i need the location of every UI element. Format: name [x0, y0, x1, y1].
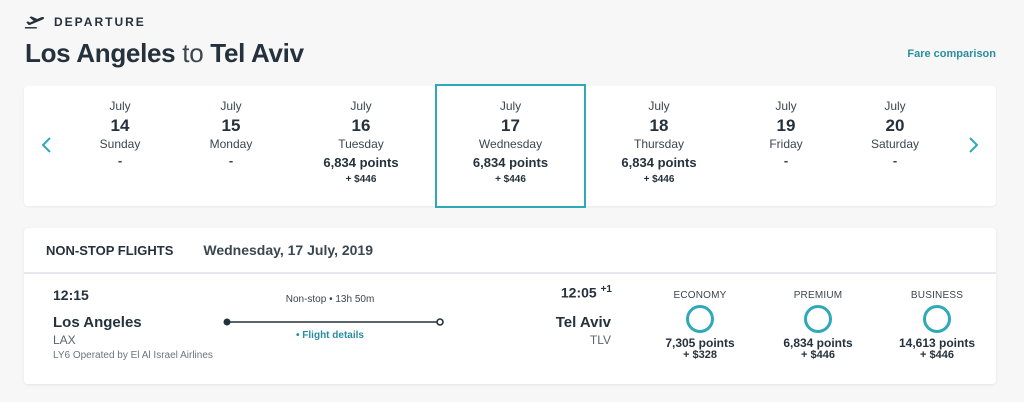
date-day: 15 [221, 116, 241, 135]
flight-details-link[interactable]: • Flight details [296, 330, 364, 341]
date-weekday: Friday [769, 137, 803, 151]
departure-time: 12:15 [53, 287, 89, 303]
date-points: 6,834 points [323, 155, 399, 170]
previous-dates-button[interactable] [40, 136, 54, 154]
arrival-time: 12:05 +1 [561, 284, 612, 301]
arrival-city: Tel Aviv [555, 314, 611, 331]
date-month: July [499, 99, 522, 113]
next-dates-button[interactable] [966, 136, 980, 154]
fare-option-economy[interactable]: ECONOMY 7,305 points + $328 [645, 290, 755, 361]
flight-row: 12:15 Los Angeles LAX LY6 Operated by El… [24, 274, 996, 384]
departure-airport-code: LAX [53, 333, 76, 347]
date-weekday: Monday [209, 137, 253, 151]
date-cash: + $446 [345, 174, 377, 185]
date-points: 6,834 points [621, 155, 697, 170]
arrival-airport-code: TLV [589, 333, 611, 347]
date-points: - [892, 153, 898, 168]
results-header: NON-STOP FLIGHTS Wednesday, 17 July, 201… [24, 228, 996, 274]
date-option-july-17-selected[interactable]: July 17 Wednesday 6,834 points + $446 [435, 84, 586, 208]
chevron-left-icon [41, 137, 51, 153]
fare-comparison-link[interactable]: Fare comparison [907, 48, 996, 60]
page-title: Los Angeles to Tel Aviv [25, 38, 304, 69]
fare-radio-button[interactable] [686, 305, 714, 333]
departure-city: Los Angeles [53, 314, 142, 331]
date-month: July [109, 99, 131, 113]
fare-class: ECONOMY [673, 290, 727, 301]
fare-points: 7,305 points [665, 336, 735, 350]
fare-option-premium[interactable]: PREMIUM 6,834 points + $446 [763, 290, 873, 361]
fare-radio-button[interactable] [923, 305, 951, 333]
date-points: - [228, 153, 234, 168]
date-month: July [775, 99, 797, 113]
date-day: 18 [649, 116, 669, 135]
fare-option-business[interactable]: BUSINESS 14,613 points + $446 [882, 290, 992, 361]
date-option-july-18[interactable]: July 18 Thursday 6,834 points + $446 [594, 86, 724, 206]
date-selector: July 14 Sunday - July 15 Monday - July 1… [24, 84, 996, 208]
date-month: July [884, 99, 906, 113]
chevron-right-icon [969, 137, 979, 153]
date-month: July [220, 99, 242, 113]
airplane-takeoff-icon [24, 16, 45, 29]
date-month: July [350, 99, 372, 113]
date-weekday: Saturday [870, 137, 920, 151]
departure-label-text: DEPARTURE [54, 15, 146, 29]
date-option-july-16[interactable]: July 16 Tuesday 6,834 points + $446 [296, 86, 426, 206]
fare-class: BUSINESS [910, 290, 964, 301]
date-cash: + $446 [643, 174, 675, 185]
destination-city: Tel Aviv [210, 38, 304, 68]
date-option-july-15[interactable]: July 15 Monday - [181, 86, 281, 206]
arrival-day-offset: +1 [600, 284, 612, 295]
results-date: Wednesday, 17 July, 2019 [203, 242, 374, 258]
fare-points: 6,834 points [783, 336, 853, 350]
date-weekday: Tuesday [338, 137, 384, 151]
fare-points: 14,613 points [898, 336, 976, 350]
date-weekday: Sunday [99, 137, 141, 151]
date-day: 16 [351, 116, 371, 135]
date-weekday: Wednesday [478, 137, 543, 151]
date-day: 17 [501, 116, 520, 135]
flight-duration: Non-stop • 13h 50m [285, 294, 375, 305]
date-points: 6,834 points [472, 155, 549, 170]
fare-class: PREMIUM [793, 290, 843, 301]
date-option-july-20[interactable]: July 20 Saturday - [845, 86, 945, 206]
origin-city: Los Angeles [25, 38, 176, 68]
date-points: - [783, 153, 789, 168]
fare-cash: + $328 [683, 349, 717, 361]
date-day: 19 [776, 116, 796, 135]
date-points: - [117, 153, 123, 168]
date-cash: + $446 [495, 174, 526, 185]
results-title: NON-STOP FLIGHTS [46, 242, 174, 258]
fare-radio-button[interactable] [804, 305, 832, 333]
arrival-time-value: 12:05 [560, 284, 597, 301]
fare-cash: + $446 [801, 349, 835, 361]
operated-by: LY6 Operated by El Al Israel Airlines [53, 350, 213, 361]
flight-results-panel: NON-STOP FLIGHTS Wednesday, 17 July, 201… [24, 228, 996, 384]
route-connector: to [182, 38, 204, 68]
route-line-icon [223, 318, 444, 326]
date-month: July [648, 99, 670, 113]
fare-cash: + $446 [920, 349, 954, 361]
date-day: 20 [885, 116, 905, 135]
departure-label: DEPARTURE [24, 14, 146, 30]
date-option-july-14[interactable]: July 14 Sunday - [70, 86, 170, 206]
date-option-july-19[interactable]: July 19 Friday - [736, 86, 836, 206]
date-day: 14 [110, 116, 130, 135]
date-weekday: Thursday [633, 137, 685, 151]
